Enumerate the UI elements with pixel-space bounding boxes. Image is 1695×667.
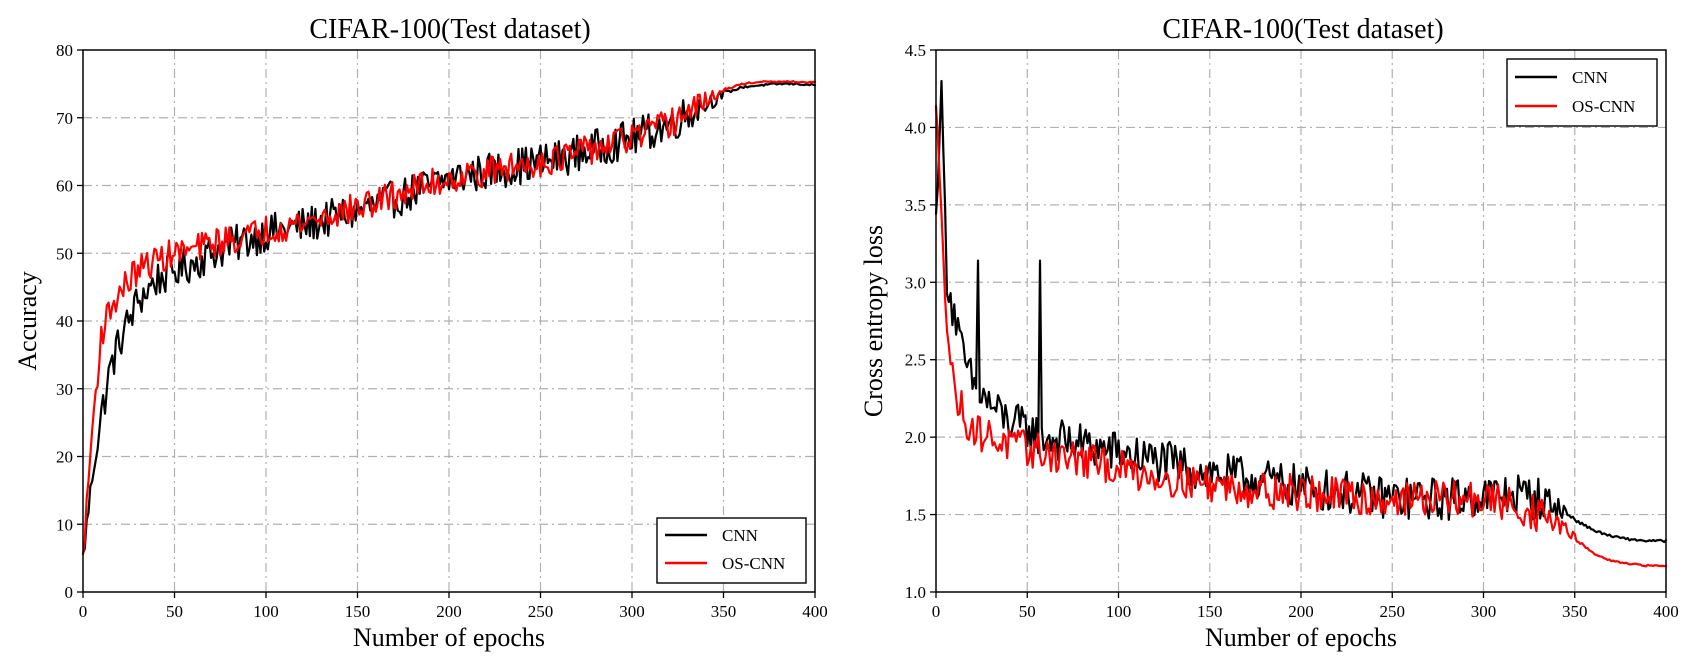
y-tick-label: 70: [56, 109, 73, 128]
x-axis-label: Number of epochs: [353, 623, 545, 652]
accuracy-chart: CIFAR-100(Test dataset) 0 50 100 150 200 250 3…: [13, 14, 828, 652]
x-tick-label: 150: [1197, 602, 1223, 621]
series-line-cnn: [934, 79, 1668, 544]
legend-box: [1506, 58, 1658, 127]
x-tick-label: 200: [1288, 602, 1314, 621]
series-line-os-cnn: [934, 104, 1668, 568]
x-tick-label: 200: [436, 602, 462, 621]
x-tick-label: 100: [1106, 602, 1132, 621]
y-tick-label: 2.0: [905, 428, 926, 447]
legend: CNN OS-CNN: [656, 517, 807, 584]
x-tick-label: 250: [528, 602, 554, 621]
y-tick-label: 80: [56, 41, 73, 60]
x-tick-label: 50: [166, 602, 183, 621]
y-tick-label: 4.5: [905, 41, 926, 60]
chart-title: CIFAR-100(Test dataset): [309, 14, 590, 45]
series-line-os-cnn: [81, 79, 817, 556]
legend-label-os-cnn: OS-CNN: [1572, 97, 1635, 116]
y-axis-label: Accuracy: [13, 271, 42, 371]
chart-title: CIFAR-100(Test dataset): [1162, 14, 1443, 45]
y-tick-label: 10: [56, 515, 73, 534]
legend-box: [656, 517, 807, 584]
legend-label-os-cnn: OS-CNN: [722, 554, 785, 573]
ticks: 0 50 100 150 200 250 300 350 400 0 10 20 30 40 50 60 70 8…: [56, 41, 828, 621]
series-group: [81, 79, 817, 556]
y-tick-label: 20: [56, 448, 73, 467]
loss-chart: CIFAR-100(Test dataset) 0 50 100 150 200 250 3…: [859, 14, 1679, 652]
y-tick-label: 0: [65, 583, 74, 602]
grid: [83, 50, 815, 592]
y-tick-label: 40: [56, 312, 73, 331]
x-tick-label: 0: [932, 602, 941, 621]
x-tick-label: 250: [1380, 602, 1406, 621]
x-tick-label: 100: [253, 602, 279, 621]
y-tick-label: 4.0: [905, 118, 926, 137]
x-tick-label: 300: [619, 602, 645, 621]
x-tick-label: 350: [1562, 602, 1588, 621]
y-tick-label: 50: [56, 244, 73, 263]
y-tick-label: 3.0: [905, 273, 926, 292]
series-line-cnn: [81, 81, 817, 555]
y-tick-label: 2.5: [905, 351, 926, 370]
y-tick-label: 1.5: [905, 506, 926, 525]
y-tick-label: 1.0: [905, 583, 926, 602]
y-tick-label: 60: [56, 177, 73, 196]
y-axis-label: Cross entropy loss: [859, 225, 888, 417]
legend: CNN OS-CNN: [1506, 58, 1658, 127]
legend-label-cnn: CNN: [722, 526, 758, 545]
x-tick-label: 400: [1653, 602, 1679, 621]
x-tick-label: 50: [1019, 602, 1036, 621]
x-tick-label: 400: [802, 602, 828, 621]
x-tick-label: 150: [345, 602, 371, 621]
y-tick-label: 30: [56, 380, 73, 399]
ticks: 0 50 100 150 200 250 300 350 400 1.0 1.5 2.0 2.5 3.0 3…: [905, 41, 1679, 621]
x-tick-label: 0: [79, 602, 88, 621]
x-tick-label: 300: [1471, 602, 1497, 621]
series-group: [934, 79, 1668, 568]
legend-label-cnn: CNN: [1572, 68, 1608, 87]
x-tick-label: 350: [711, 602, 737, 621]
y-tick-label: 3.5: [905, 196, 926, 215]
x-axis-label: Number of epochs: [1205, 623, 1397, 652]
